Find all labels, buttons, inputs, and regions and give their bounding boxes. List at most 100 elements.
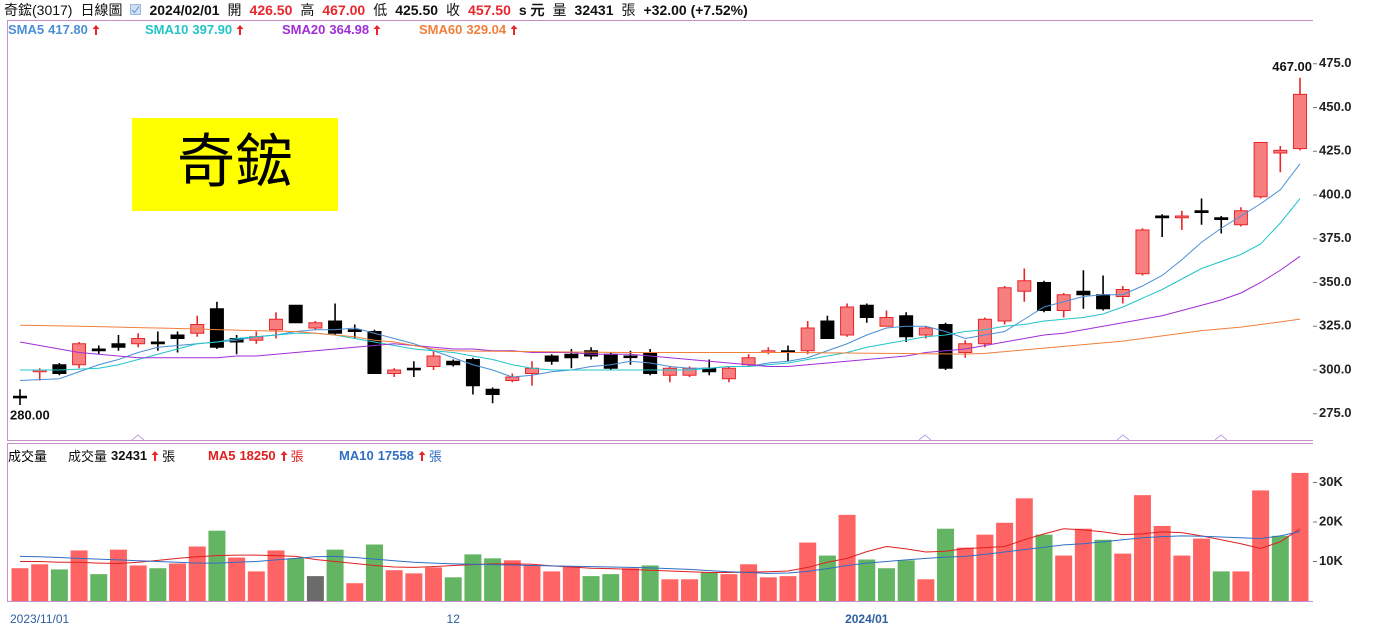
volume-bar xyxy=(818,555,836,601)
marker xyxy=(1116,434,1130,441)
candle-body xyxy=(1017,280,1032,292)
volume-bar xyxy=(1193,538,1211,601)
candle-body xyxy=(1155,215,1170,219)
up-arrow xyxy=(151,450,159,461)
volume-bar xyxy=(996,522,1014,601)
candle-body xyxy=(840,306,855,336)
legend-unit: 張 xyxy=(290,449,304,464)
volume-bar xyxy=(405,573,423,601)
legend-name: 成交量 xyxy=(68,449,108,464)
unit: s 元 xyxy=(518,1,545,18)
volume-bar xyxy=(70,550,88,601)
legend-name: SMA60 xyxy=(419,22,463,37)
open: 426.50 xyxy=(249,1,293,18)
volume-bar xyxy=(1055,555,1073,601)
marker xyxy=(131,434,145,441)
marker xyxy=(1214,434,1228,441)
candle-body xyxy=(997,287,1012,322)
legend-value: 417.80 xyxy=(48,22,88,37)
candle-body xyxy=(13,395,27,399)
watermark: 奇鋐 xyxy=(177,129,293,194)
legend-unit: 張 xyxy=(428,449,442,464)
candle-body xyxy=(1135,229,1150,275)
volume-bar xyxy=(1291,472,1309,601)
volume-bar xyxy=(661,579,679,601)
candle-body xyxy=(1056,294,1071,311)
volume-bar xyxy=(582,576,600,601)
volume-bar xyxy=(621,568,639,601)
x-tick-label: 12 xyxy=(447,612,461,626)
y-tick-label: 425.0 xyxy=(1319,143,1352,158)
volume-bar xyxy=(956,547,974,601)
volume-bar xyxy=(149,568,167,601)
volume-bar xyxy=(90,574,108,601)
ma-line xyxy=(19,255,1301,367)
volume-label: 量 xyxy=(552,1,567,18)
ma-line xyxy=(19,163,1301,381)
legend-name: MA10 xyxy=(339,448,374,463)
y-tick-label: 375.0 xyxy=(1319,230,1352,245)
candle-body xyxy=(1115,289,1130,297)
legend-name: SMA10 xyxy=(145,22,189,37)
legend-item: SMA60 329.04 xyxy=(419,22,521,37)
y-tick-label: 350.0 xyxy=(1319,274,1352,289)
candle-body xyxy=(52,364,67,374)
volume-bar xyxy=(188,546,206,601)
volume-bar xyxy=(109,549,127,601)
watermark-box xyxy=(132,118,338,211)
volume-bar xyxy=(287,558,305,601)
volume-bar xyxy=(425,567,443,601)
candle-body xyxy=(308,322,323,329)
up-arrow xyxy=(92,24,100,35)
volume-bar xyxy=(129,565,147,601)
candle-body xyxy=(1293,93,1307,150)
close: 457.50 xyxy=(468,1,511,18)
checkbox-icon xyxy=(130,4,142,15)
legend-item: SMA20 364.98 xyxy=(282,22,384,37)
volume-bar xyxy=(877,568,895,601)
ma-line xyxy=(19,318,1301,355)
legend-value: 397.90 xyxy=(192,22,233,37)
candle-body xyxy=(111,343,126,348)
legend-value: 329.04 xyxy=(466,22,507,37)
y-tick-label: 275.0 xyxy=(1319,405,1352,420)
legend-name: MA5 xyxy=(208,448,236,463)
volume-bar xyxy=(523,565,541,601)
volume-bar xyxy=(917,579,935,601)
volume-bar xyxy=(1114,553,1132,601)
volume-bar xyxy=(247,571,265,601)
legend-item: SMA10 397.90 xyxy=(145,22,247,37)
candle-body xyxy=(131,338,146,345)
high-label: 467.00 xyxy=(1272,59,1312,74)
volume-bar xyxy=(1074,528,1092,601)
candle-body xyxy=(741,357,756,366)
volume-bar xyxy=(681,579,699,601)
volume-bar xyxy=(1173,555,1191,601)
volume-bar xyxy=(562,566,580,601)
candle-body xyxy=(603,353,618,369)
candle-body xyxy=(406,367,421,371)
volume-bar xyxy=(740,564,758,601)
candle-body xyxy=(1273,149,1288,154)
candle-body xyxy=(170,334,185,339)
price-panel xyxy=(7,20,1314,441)
candle-body xyxy=(91,348,106,352)
volume-bar xyxy=(444,577,462,601)
volume-bar xyxy=(228,557,246,601)
candle-body xyxy=(623,355,638,359)
legend-item: MA5 18250 張 xyxy=(208,446,308,465)
volume-bar xyxy=(1252,490,1270,601)
ma-line xyxy=(20,198,1301,371)
up-arrow xyxy=(236,24,244,35)
volume-panel-title: 成交量 xyxy=(8,446,51,465)
volume-bar xyxy=(484,558,502,601)
candle-body xyxy=(72,343,87,366)
legend-value: 17558 xyxy=(377,448,414,463)
volume-bar xyxy=(937,528,955,601)
up-arrow xyxy=(418,450,426,461)
header: 奇鋐(3017) 日線圖 2024/02/01 開 426.50 高 467.00 … xyxy=(4,0,748,19)
axis-area xyxy=(1313,20,1395,602)
